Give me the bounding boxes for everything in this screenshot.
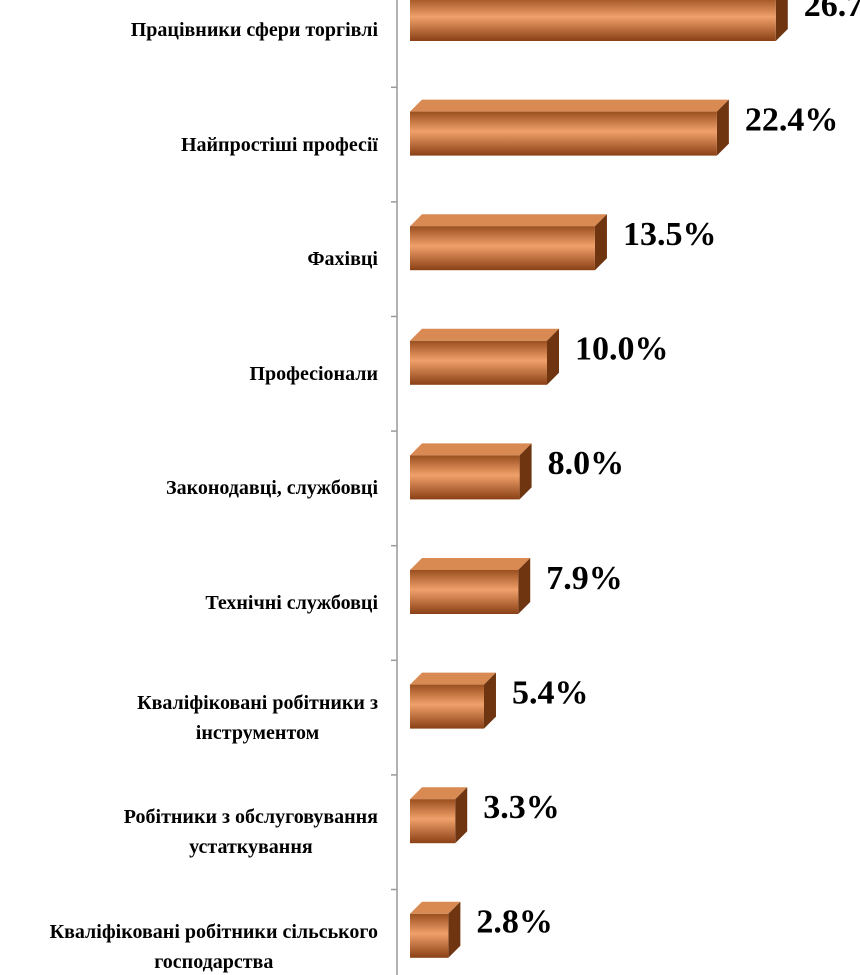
category-label: Найпростіші професії [180, 133, 378, 156]
bar-top [410, 787, 468, 800]
category-label: Технічні службовці [205, 592, 378, 614]
bar-side [775, 0, 788, 41]
bar-side [547, 328, 559, 385]
value-label: 26.7% [804, 0, 860, 24]
bar [410, 226, 595, 271]
bar [410, 684, 484, 729]
category-label: Законодавці, службовці [166, 477, 378, 500]
bar-side [594, 214, 607, 271]
bar-side [448, 901, 461, 958]
bar-top [410, 558, 531, 570]
bar [410, 340, 547, 385]
bar [410, 0, 776, 41]
value-label: 2.8% [476, 904, 553, 941]
category-label: Професіонали [249, 362, 378, 385]
bar-side [716, 99, 729, 156]
bar [410, 455, 520, 500]
category-label: Працівники сфери торгівлі [130, 19, 378, 41]
bar-top [410, 443, 532, 456]
bar-top [410, 328, 559, 341]
category-label: Фахівці [307, 248, 378, 271]
category-label: Кваліфіковані робітники сільського госпо… [49, 920, 378, 973]
bar [410, 111, 717, 156]
bar-side [519, 443, 532, 500]
category-label: Робітники з обслуговування устаткування [123, 806, 378, 859]
bar-top [410, 901, 461, 914]
value-label: 5.4% [512, 674, 588, 711]
bar-top [410, 214, 607, 227]
value-label-bg [799, 0, 860, 26]
category-label: Кваліфіковані робітники з інструментом [137, 691, 378, 744]
value-label: 7.9% [546, 560, 623, 597]
value-label: 3.3% [483, 789, 559, 826]
bar-top [410, 672, 496, 685]
bar [410, 570, 519, 614]
bar-side [483, 672, 496, 729]
value-label: 13.5% [623, 216, 717, 253]
value-label: 22.4% [745, 101, 839, 138]
bar-top [410, 99, 729, 112]
bar [410, 799, 456, 844]
bar [410, 913, 449, 958]
value-label: 10.0% [575, 331, 669, 368]
bar-side [455, 787, 468, 844]
bar-side [518, 558, 531, 614]
value-label: 8.0% [548, 445, 625, 482]
